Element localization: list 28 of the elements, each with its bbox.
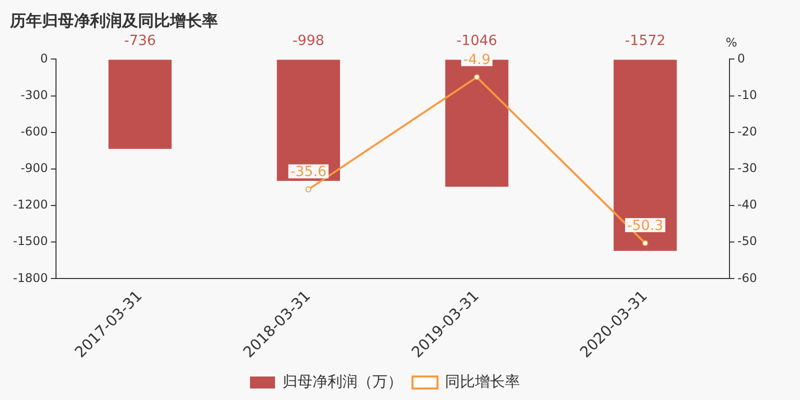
data-label: -4.9 — [463, 52, 490, 68]
point — [642, 240, 648, 246]
y2-tick-label: -10 — [737, 88, 758, 102]
y2-tick-label: -30 — [737, 161, 758, 176]
y2-tick-label: -60 — [737, 270, 758, 285]
y-tick-label: -600 — [20, 124, 48, 138]
y2-tick-label: 0 — [737, 51, 746, 66]
y2-tick-label: -40 — [737, 198, 758, 212]
y2-tick-label: -20 — [737, 124, 758, 138]
data-label: -1046 — [456, 32, 498, 49]
data-label: -736 — [124, 32, 156, 49]
data-label: -35.6 — [290, 164, 327, 180]
y-tick-label: -1200 — [12, 198, 48, 212]
y-tick-label: -900 — [20, 161, 48, 176]
legend-label: 归母净利润（万） — [282, 372, 402, 390]
y2-axis-title: % — [726, 35, 738, 50]
point — [474, 74, 480, 80]
chart-title: 历年归母净利润及同比增长率 — [9, 10, 218, 30]
y2-tick-label: -50 — [737, 234, 758, 248]
data-label: -998 — [292, 32, 324, 49]
y-tick-label: -300 — [20, 88, 48, 102]
legend-label: 同比增长率 — [445, 372, 520, 390]
data-label: -1572 — [624, 32, 666, 49]
y-tick-label: 0 — [40, 51, 48, 66]
y-tick-label: -1800 — [12, 270, 48, 285]
y-tick-label: -1500 — [12, 234, 48, 248]
point — [305, 186, 312, 192]
data-label: -50.3 — [627, 218, 664, 234]
